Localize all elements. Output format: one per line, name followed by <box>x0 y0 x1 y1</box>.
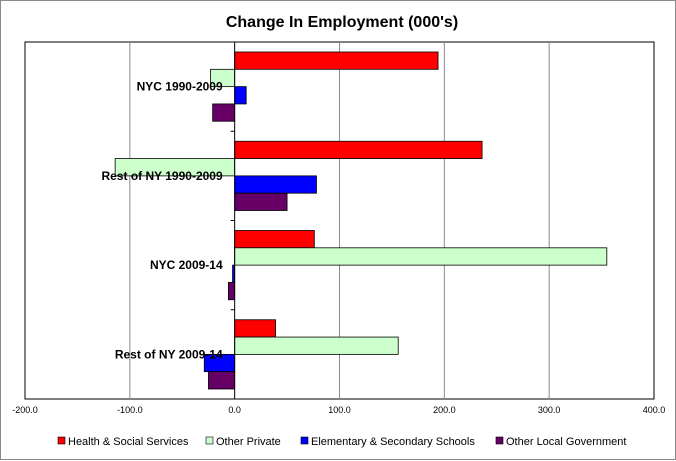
x-tick-label: 300.0 <box>538 405 561 415</box>
legend-swatch <box>57 436 66 445</box>
chart-title: Change In Employment (000's) <box>226 14 458 31</box>
bars <box>114 51 608 390</box>
legend-swatch <box>205 436 214 445</box>
axis: -200.0 -100.0 0.0 100.0 200.0 300.0 400.0 <box>12 41 666 415</box>
x-tick-label: 400.0 <box>643 405 666 415</box>
bar <box>234 336 399 355</box>
bar <box>234 192 288 211</box>
legend: Health & Social Services Other Private Ele… <box>57 436 626 448</box>
bar <box>234 140 483 159</box>
x-tick-label: -100.0 <box>117 405 143 415</box>
legend-label: Other Local Government <box>506 436 626 448</box>
x-tick-label: -200.0 <box>12 405 38 415</box>
category-labels: NYC 1990-2009 Rest of NY 1990-2009 NYC 200… <box>101 80 223 362</box>
legend-label: Elementary & Secondary Schools <box>311 436 475 448</box>
bar <box>234 230 315 249</box>
bar <box>234 86 247 105</box>
legend-label: Health & Social Services <box>68 436 189 448</box>
legend-swatch <box>495 436 504 445</box>
bar <box>208 371 236 390</box>
bar <box>234 247 608 266</box>
bar <box>234 319 276 338</box>
legend-label: Other Private <box>216 436 281 448</box>
bar <box>227 282 236 301</box>
bar <box>234 175 317 194</box>
category-label: Rest of NY 1990-2009 <box>101 169 223 183</box>
legend-swatch <box>300 436 309 445</box>
x-tick-label: 0.0 <box>228 405 241 415</box>
x-tick-label: 100.0 <box>328 405 351 415</box>
category-label: NYC 1990-2009 <box>137 80 223 94</box>
category-label: Rest of NY 2009-14 <box>115 347 223 361</box>
bar <box>234 51 439 70</box>
bar <box>212 103 236 122</box>
category-label: NYC 2009-14 <box>150 258 223 272</box>
x-tick-label: 200.0 <box>433 405 456 415</box>
